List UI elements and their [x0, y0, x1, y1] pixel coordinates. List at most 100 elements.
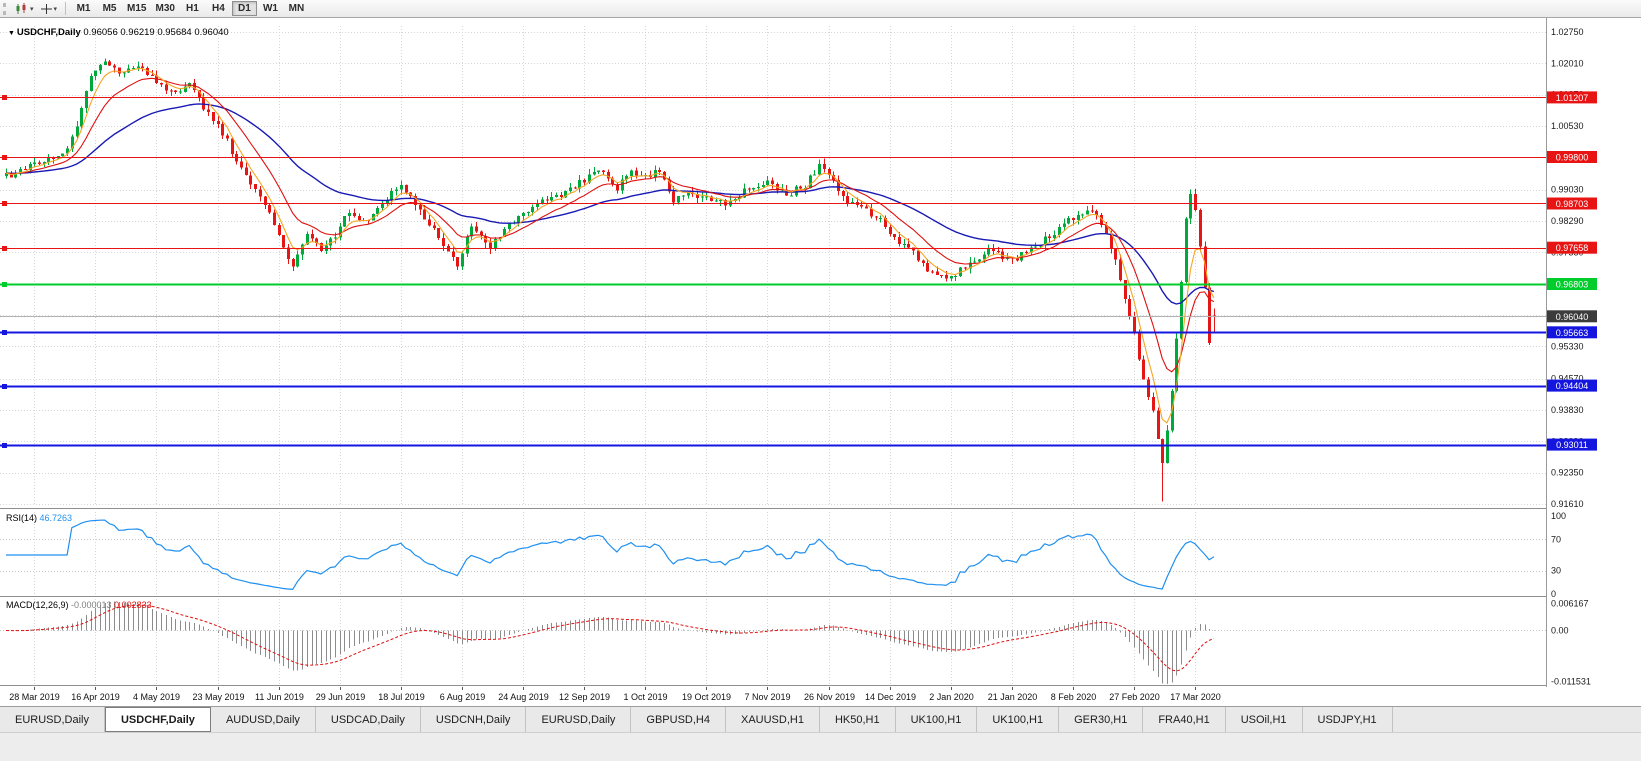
time-axis-label: 28 Mar 2019 [9, 692, 60, 702]
time-axis-label: 14 Dec 2019 [865, 692, 916, 702]
level-line-0.98703[interactable] [0, 201, 1546, 206]
rsi-line [6, 519, 1215, 591]
level-price-tag-0.96803: 0.96803 [1547, 278, 1597, 290]
chart-tab-usoil-h1[interactable]: USOil,H1 [1225, 707, 1303, 732]
chevron-down-icon: ▾ [53, 5, 58, 13]
chart-tab-ger30-h1[interactable]: GER30,H1 [1059, 707, 1144, 732]
timeframe-button-d1[interactable]: D1 [231, 1, 257, 16]
time-axis-label: 6 Aug 2019 [440, 692, 486, 702]
svg-text:0.96040: 0.96040 [1556, 312, 1589, 322]
macd-axis-label: -0.011531 [1551, 676, 1591, 686]
toolbar-grip[interactable] [3, 2, 8, 15]
svg-text:0.98703: 0.98703 [1556, 199, 1589, 209]
chart-type-button[interactable]: ▾ [12, 1, 37, 17]
level-line-0.96803[interactable] [0, 282, 1546, 287]
timeframe-buttons: M1 M5 M15 M30 H1 H4 D1 W1 MN [71, 1, 309, 16]
timeframe-button-m1[interactable]: M1 [71, 1, 96, 16]
chart-tab-gbpusd-h4[interactable]: GBPUSD,H4 [631, 707, 726, 732]
level-price-tag-0.94404: 0.94404 [1547, 379, 1597, 392]
time-axis-label: 7 Nov 2019 [744, 692, 790, 702]
timeframe-button-mn[interactable]: MN [284, 1, 309, 16]
time-axis-label: 12 Sep 2019 [559, 692, 610, 702]
chart-tab-usdchf-daily[interactable]: USDCHF,Daily [104, 707, 211, 732]
chart-background [0, 18, 1641, 706]
chart-tab-usdjpy-h1[interactable]: USDJPY,H1 [1302, 707, 1393, 732]
svg-text:1.01207: 1.01207 [1556, 93, 1589, 103]
macd-histogram [11, 601, 1215, 684]
level-line-0.99800[interactable] [0, 155, 1546, 160]
timeframe-button-m30[interactable]: M30 [151, 1, 178, 16]
timeframe-button-h1[interactable]: H1 [180, 1, 205, 16]
chart-tab-fra40-h1[interactable]: FRA40,H1 [1143, 707, 1226, 732]
chart-area[interactable]: 1.027501.020101.012701.005300.997900.990… [0, 18, 1641, 706]
chart-tab-usdcad-daily[interactable]: USDCAD,Daily [315, 707, 421, 732]
ma-slow-line [5, 103, 1215, 305]
chart-tab-audusd-daily[interactable]: AUDUSD,Daily [210, 707, 316, 732]
time-axis-label: 24 Aug 2019 [498, 692, 549, 702]
ma-fast-line [5, 67, 1215, 424]
price-axis-label: 0.93830 [1551, 405, 1584, 415]
price-axis [1546, 18, 1641, 706]
chart-tab-eurusd-daily[interactable]: EURUSD,Daily [526, 707, 632, 732]
chart-tab-xauusd-h1[interactable]: XAUUSD,H1 [725, 707, 820, 732]
level-price-tag-0.98703: 0.98703 [1547, 197, 1597, 210]
svg-text:0.94404: 0.94404 [1556, 381, 1589, 391]
time-axis-label: 16 Apr 2019 [71, 692, 120, 702]
timeframe-button-m5[interactable]: M5 [97, 1, 122, 16]
svg-text:0.93011: 0.93011 [1556, 440, 1588, 450]
macd-axis-label: 0.00 [1551, 626, 1569, 636]
chart-tab-eurusd-daily[interactable]: EURUSD,Daily [0, 707, 105, 732]
time-axis-label: 18 Jul 2019 [378, 692, 425, 702]
toolbar: ▾ ▾ M1 M5 M15 M30 H1 H4 D1 W1 MN [0, 0, 1641, 18]
level-price-tag-0.97658: 0.97658 [1547, 241, 1597, 254]
price-axis-label: 0.94570 [1551, 374, 1584, 384]
candlestick-chart-icon [16, 2, 26, 14]
rsi-axis-label: 100 [1551, 511, 1566, 521]
price-axis-label: 1.02750 [1551, 27, 1584, 37]
price-axis-label: 0.91610 [1551, 499, 1584, 509]
time-axis-label: 11 Jun 2019 [255, 692, 304, 702]
time-axis-label: 17 Mar 2020 [1170, 692, 1221, 702]
timeframe-button-m15[interactable]: M15 [123, 1, 150, 16]
rsi-axis-label: 0 [1551, 589, 1556, 599]
chart-tabs-bar: EURUSD,Daily USDCHF,Daily AUDUSD,Daily USDC… [0, 706, 1641, 732]
time-axis-label: 4 May 2019 [133, 692, 180, 702]
level-line-0.94404[interactable] [0, 384, 1546, 389]
time-axis-label: 1 Oct 2019 [623, 692, 667, 702]
ma-mid-line [5, 77, 1215, 373]
price-axis-label: 0.98290 [1551, 216, 1584, 226]
time-axis-label: 2 Jan 2020 [929, 692, 974, 702]
rsi-label: RSI(14) 46.7263 [6, 513, 72, 523]
grid [0, 26, 1546, 686]
chart-tab-uk100-h1[interactable]: UK100,H1 [977, 707, 1060, 732]
time-axis-label: 8 Feb 2020 [1051, 692, 1097, 702]
window-bottom-strip [0, 732, 1641, 761]
svg-text:0.97658: 0.97658 [1556, 243, 1589, 253]
level-price-tag-1.01207: 1.01207 [1547, 91, 1597, 104]
crosshair-button[interactable]: ▾ [37, 1, 61, 17]
level-line-0.95663[interactable] [0, 330, 1546, 335]
current-price-tag: 0.96040 [1547, 310, 1597, 323]
chart-tab-usdcnh-daily[interactable]: USDCNH,Daily [420, 707, 527, 732]
time-axis-label: 21 Jan 2020 [988, 692, 1038, 702]
level-line-0.93011[interactable] [0, 443, 1546, 448]
chevron-down-icon: ▾ [30, 5, 34, 13]
level-line-1.01207[interactable] [0, 95, 1546, 100]
macd-signal-line [5, 604, 1215, 672]
chart-tab-uk100-h1[interactable]: UK100,H1 [895, 707, 978, 732]
level-line-0.97658[interactable] [0, 246, 1546, 251]
svg-text:0.99800: 0.99800 [1556, 153, 1589, 163]
level-price-tag-0.95663: 0.95663 [1547, 326, 1597, 339]
level-price-tag-0.93011: 0.93011 [1547, 438, 1597, 451]
price-axis-label: 1.02010 [1551, 58, 1584, 68]
timeframe-button-h4[interactable]: H4 [206, 1, 231, 16]
toolbar-separator [65, 2, 67, 15]
crosshair-icon [40, 3, 52, 14]
rsi-axis-label: 30 [1551, 566, 1561, 576]
macd-axis-label: 0.006167 [1551, 598, 1589, 608]
timeframe-button-w1[interactable]: W1 [258, 1, 283, 16]
symbol-ohlc-label: ▼ USDCHF,Daily 0.96056 0.96219 0.95684 0… [8, 27, 229, 38]
price-axis-label: 0.92350 [1551, 468, 1584, 478]
chart-tab-hk50-h1[interactable]: HK50,H1 [819, 707, 896, 732]
